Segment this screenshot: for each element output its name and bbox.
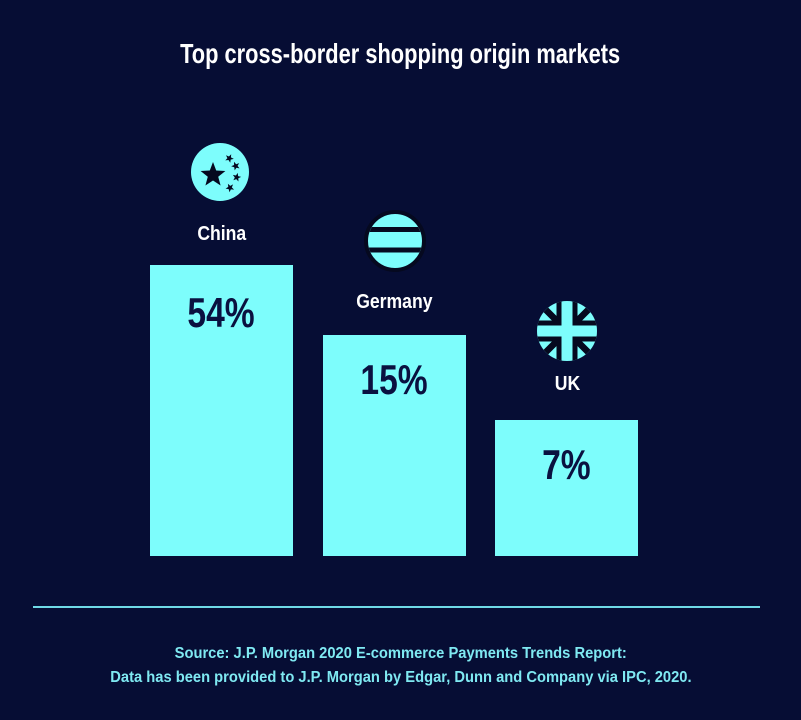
country-label-uk: UK — [496, 374, 639, 394]
country-label-china: China — [150, 224, 293, 244]
source-line-2: Data has been provided to J.P. Morgan by… — [0, 666, 801, 690]
uk-flag-icon-svg — [537, 301, 597, 361]
value-label-uk-text: 7% — [542, 441, 591, 488]
china-flag-icon-svg — [191, 143, 249, 201]
value-label-china: 54% — [150, 292, 293, 334]
source-line-1: Source: J.P. Morgan 2020 E-commerce Paym… — [0, 642, 801, 666]
country-label-germany: Germany — [323, 292, 466, 312]
germany-flag-icon — [361, 207, 429, 275]
bar-germany: 15% — [323, 335, 466, 556]
chart-title: Top cross-border shopping origin markets — [0, 40, 801, 68]
source-attribution: Source: J.P. Morgan 2020 E-commerce Paym… — [0, 642, 801, 690]
value-label-china-text: 54% — [187, 289, 256, 336]
country-label-germany-text: Germany — [356, 291, 433, 313]
source-line-2-text: Data has been provided to J.P. Morgan by… — [109, 669, 692, 686]
bar-china: 54% — [150, 265, 293, 556]
value-label-germany-text: 15% — [360, 356, 429, 403]
divider-line — [33, 606, 760, 608]
country-label-china-text: China — [197, 223, 246, 245]
germany-flag-icon-svg — [364, 210, 426, 272]
bar-uk: 7% — [495, 420, 638, 556]
source-line-1-text: Source: J.P. Morgan 2020 E-commerce Paym… — [174, 645, 627, 662]
value-label-uk: 7% — [495, 444, 638, 486]
country-label-uk-text: UK — [554, 373, 581, 395]
uk-flag-icon — [535, 299, 599, 363]
china-flag-icon — [190, 142, 250, 202]
chart-title-text: Top cross-border shopping origin markets — [180, 38, 621, 69]
value-label-germany: 15% — [323, 359, 466, 401]
